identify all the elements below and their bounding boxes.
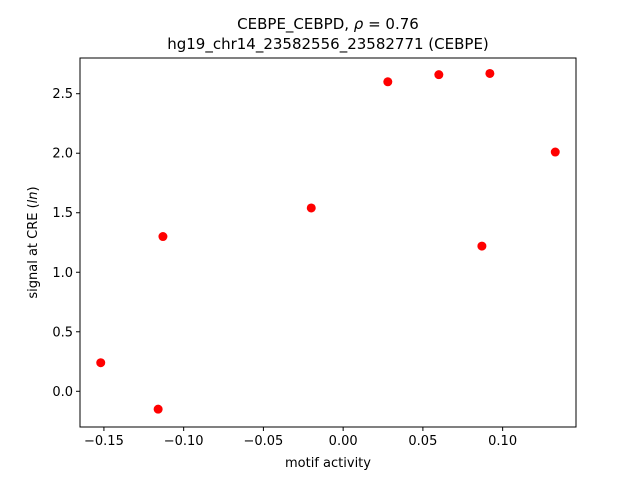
scatter-point: [485, 68, 495, 78]
scatter-point: [550, 147, 560, 157]
chart-title-line-1: CEBPE_CEBPD, ρ = 0.76: [237, 15, 419, 34]
scatter-point: [383, 77, 393, 87]
axis-ticks: −0.15 −0.10 −0.05 0.00 0.05 0.10 0.0 0.5 1.0 1.5 2…: [52, 87, 517, 449]
y-tick-label: 0.0: [52, 385, 73, 400]
x-tick-label: −0.05: [243, 434, 283, 449]
scatter-point: [434, 70, 444, 80]
x-tick-label: −0.10: [164, 434, 204, 449]
y-tick-label: 2.5: [52, 87, 73, 102]
data-points: [96, 68, 560, 414]
scatter-point: [477, 241, 487, 251]
chart-title-line-2: hg19_chr14_23582556_23582771 (CEBPE): [167, 35, 489, 54]
scatter-point: [153, 404, 163, 414]
x-tick-label: 0.10: [488, 434, 517, 449]
y-tick-label: 1.0: [52, 266, 73, 281]
plot-frame: [79, 57, 577, 428]
y-axis-label: signal at CRE (ln): [26, 186, 41, 298]
scatter-point: [158, 232, 168, 242]
x-tick-label: −0.15: [84, 434, 124, 449]
scatter-point: [306, 203, 316, 213]
x-tick-label: 0.05: [408, 434, 437, 449]
scatter-point: [96, 358, 106, 368]
x-axis-label: motif activity: [285, 456, 371, 471]
x-tick-label: 0.00: [329, 434, 358, 449]
y-tick-label: 0.5: [52, 325, 73, 340]
y-tick-label: 2.0: [52, 147, 73, 162]
y-tick-label: 1.5: [52, 206, 73, 221]
